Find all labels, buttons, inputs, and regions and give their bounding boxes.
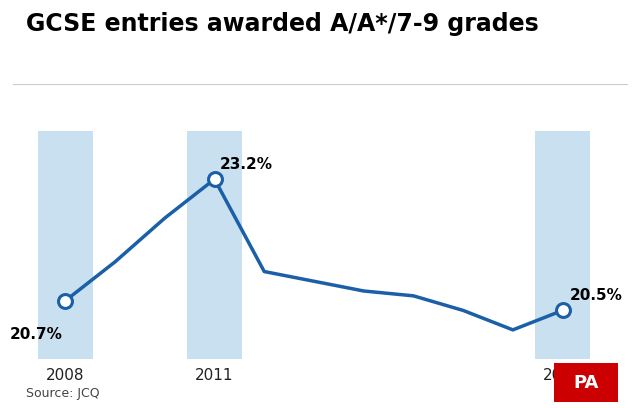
Bar (38, 131, 93, 359)
Text: 20.5%: 20.5% (570, 288, 623, 303)
Text: 2011: 2011 (195, 368, 234, 383)
Text: PA: PA (573, 373, 598, 392)
Text: Source: JCQ: Source: JCQ (26, 387, 99, 400)
Text: 23.2%: 23.2% (220, 157, 273, 172)
Text: 2008: 2008 (46, 368, 84, 383)
Bar (187, 131, 242, 359)
Text: 2018: 2018 (543, 368, 582, 383)
Text: GCSE entries awarded A/A*/7-9 grades: GCSE entries awarded A/A*/7-9 grades (26, 12, 538, 36)
Text: 20.7%: 20.7% (10, 328, 63, 342)
Bar (535, 131, 590, 359)
